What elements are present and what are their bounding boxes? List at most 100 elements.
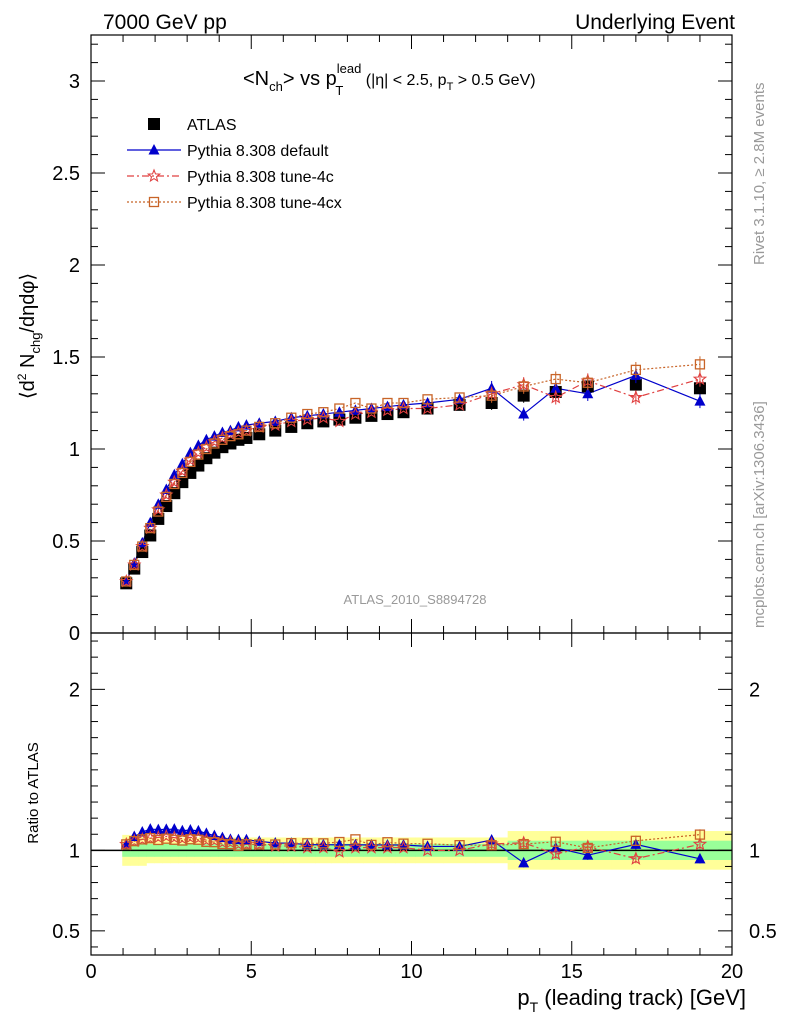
legend-label-pythia-8-308-tune-4c: Pythia 8.308 tune-4c [187,169,334,186]
ratio-point-pythia-8-308-default [285,837,297,848]
ratio-point-pythia-8-308-tune-4c [628,851,644,865]
ratio-point-pythia-8-308-default [582,849,594,860]
ratio-point-pythia-8-308-tune-4c [548,846,563,861]
y-tick-label: 1 [69,840,80,862]
ratio-point-pythia-8-308-default [192,824,204,836]
point-pythia-8-308-default [200,433,212,445]
ratio-point-pythia-8-308-default [397,838,409,850]
x-tick-label: 10 [400,961,422,983]
ratio-point-pythia-8-308-default [152,823,164,835]
legend-marker-atlas [148,118,160,130]
point-pythia-8-308-tune-4cx [582,377,593,388]
legend-marker-pythia-8-308-tune-4c [146,168,162,183]
ratio-point-pythia-8-308-tune-4cx [145,833,156,844]
point-pythia-8-308-tune-4cx [233,429,244,440]
ratio-point-pythia-8-308-tune-4cx [422,838,433,849]
point-pythia-8-308-tune-4cx [382,397,393,409]
point-pythia-8-308-tune-4cx [550,373,561,385]
ratio-point-pythia-8-308-tune-4cx [137,834,148,845]
point-pythia-8-308-tune-4cx [366,403,377,414]
point-pythia-8-308-tune-4cx [334,403,345,414]
ratio-point-pythia-8-308-tune-4cx [366,839,377,851]
point-pythia-8-308-default [168,468,180,480]
point-pythia-8-308-tune-4cx [137,541,148,552]
ratio-point-pythia-8-308-tune-4cx [217,838,228,850]
y-tick-label: 0.5 [52,921,80,943]
point-pythia-8-308-tune-4cx [161,491,172,502]
point-pythia-8-308-tune-4c [548,390,563,404]
point-pythia-8-308-tune-4c [452,397,467,411]
y-tick-label-right: 2 [749,679,760,701]
ratio-point-pythia-8-308-tune-4cx [582,842,593,854]
point-pythia-8-308-tune-4cx [694,359,706,370]
y-tick-label: 1 [69,439,80,461]
ratio-point-pythia-8-308-tune-4cx [550,836,561,847]
series-markers [119,356,708,868]
ratio-point-pythia-8-308-tune-4cx [334,836,345,848]
ratio-point-pythia-8-308-default [269,837,281,848]
point-pythia-8-308-default [176,457,188,469]
point-pythia-8-308-tune-4cx [185,456,196,468]
x-axis-label: pT (leading track) [GeV] [517,985,746,1015]
ratio-point-pythia-8-308-tune-4cx [233,840,244,851]
ratio-point-pythia-8-308-default [518,856,530,868]
ratio-point-pythia-8-308-default [160,823,172,834]
legend-marker-pythia-8-308-tune-4cx [148,196,160,208]
point-pythia-8-308-tune-4cx [302,408,313,420]
y-axis-label-bottom: Ratio to ATLAS [25,742,42,843]
ratio-point-pythia-8-308-tune-4c [332,844,347,858]
ratio-point-pythia-8-308-tune-4cx [225,838,236,850]
ratio-point-pythia-8-308-tune-4cx [161,833,172,844]
ratio-point-pythia-8-308-tune-4cx [193,834,204,845]
point-pythia-8-308-default [518,408,530,419]
ratio-point-pythia-8-308-default [253,835,265,846]
ratio-point-pythia-8-308-tune-4cx [486,840,497,851]
point-pythia-8-308-tune-4c [420,401,435,415]
y-tick-label: 3 [69,71,80,93]
series-line-pythia-8-308-tune-4c [125,378,701,582]
point-pythia-8-308-tune-4cx [225,430,236,442]
ratio-point-pythia-8-308-tune-4cx [201,836,212,848]
point-pythia-8-308-tune-4cx [193,449,204,460]
point-atlas [629,378,642,391]
point-pythia-8-308-tune-4cx [630,364,641,376]
point-pythia-8-308-tune-4cx [398,397,409,409]
point-pythia-8-308-tune-4cx [422,394,433,405]
ratio-point-pythia-8-308-tune-4c [348,840,363,854]
ratio-point-pythia-8-308-tune-4cx [185,834,196,845]
point-pythia-8-308-tune-4cx [121,576,132,587]
ratio-point-pythia-8-308-default [365,838,377,850]
y-tick-label: 2 [69,679,80,701]
point-pythia-8-308-tune-4c [380,402,395,417]
point-pythia-8-308-tune-4cx [217,434,228,445]
ratio-point-pythia-8-308-tune-4cx [382,837,393,848]
ratio-point-pythia-8-308-tune-4cx [121,839,132,850]
y-tick-label: 2 [69,255,80,277]
ratio-point-pythia-8-308-tune-4cx [209,836,220,848]
ratio-point-pythia-8-308-tune-4cx [169,834,180,845]
header-left: 7000 GeV pp [103,11,227,34]
point-pythia-8-308-tune-4c [692,371,708,386]
point-atlas [693,382,706,395]
ratio-point-pythia-8-308-tune-4cx [350,834,361,845]
point-pythia-8-308-tune-4cx [318,407,329,418]
chart-title: <Nch> vs plead T (|η| < 2.5, pT > 0.5 GeV… [243,61,536,98]
x-tick-label: 20 [721,961,743,983]
rivet-label: Rivet 3.1.10, ≥ 2.8M events [751,83,768,266]
ratio-point-pythia-8-308-tune-4c [692,836,708,851]
point-pythia-8-308-tune-4c [628,390,644,404]
point-pythia-8-308-tune-4cx [169,478,180,490]
point-pythia-8-308-tune-4cx [241,425,252,436]
ratio-point-pythia-8-308-tune-4cx [129,836,140,847]
point-pythia-8-308-default [694,395,706,406]
ratio-point-pythia-8-308-tune-4cx [398,838,409,849]
point-pythia-8-308-tune-4c [332,413,347,428]
x-tick-label: 5 [246,961,257,983]
point-pythia-8-308-default [184,446,196,458]
bottom-panel-frame [90,632,733,956]
point-pythia-8-308-default [582,387,594,399]
point-pythia-8-308-tune-4c [348,406,363,421]
ratio-point-pythia-8-308-default [168,823,180,834]
ratio-point-pythia-8-308-tune-4cx [318,838,329,849]
